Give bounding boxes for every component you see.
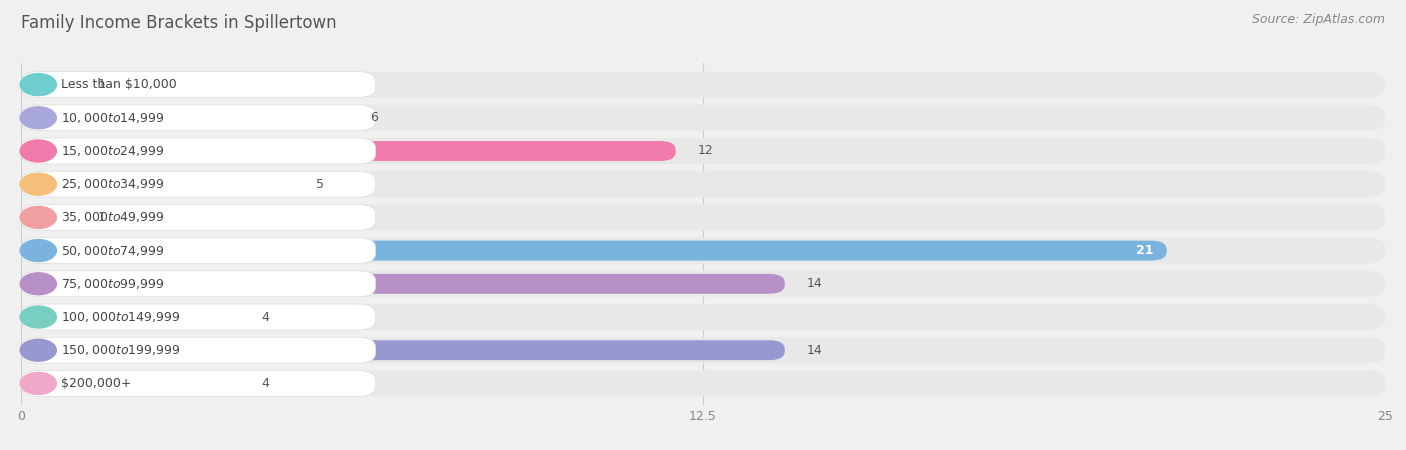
FancyBboxPatch shape <box>21 238 375 264</box>
Text: 4: 4 <box>262 310 269 324</box>
Text: $35,000 to $49,999: $35,000 to $49,999 <box>60 211 165 225</box>
FancyBboxPatch shape <box>21 207 76 227</box>
Text: 6: 6 <box>370 111 378 124</box>
Circle shape <box>20 173 56 195</box>
Text: Source: ZipAtlas.com: Source: ZipAtlas.com <box>1251 14 1385 27</box>
Circle shape <box>20 239 56 261</box>
Text: Less than $10,000: Less than $10,000 <box>60 78 177 91</box>
Circle shape <box>20 306 56 328</box>
FancyBboxPatch shape <box>21 271 1385 297</box>
Text: 4: 4 <box>262 377 269 390</box>
Text: 1: 1 <box>97 78 105 91</box>
Circle shape <box>20 140 56 162</box>
Text: 12: 12 <box>697 144 713 158</box>
Text: 14: 14 <box>807 277 823 290</box>
FancyBboxPatch shape <box>21 171 375 197</box>
Text: $25,000 to $34,999: $25,000 to $34,999 <box>60 177 165 191</box>
Text: 5: 5 <box>316 178 323 191</box>
Text: 14: 14 <box>807 344 823 357</box>
FancyBboxPatch shape <box>21 108 349 128</box>
FancyBboxPatch shape <box>21 337 1385 363</box>
FancyBboxPatch shape <box>21 72 375 98</box>
Text: $150,000 to $199,999: $150,000 to $199,999 <box>60 343 180 357</box>
Circle shape <box>20 273 56 295</box>
FancyBboxPatch shape <box>21 141 676 161</box>
Text: $50,000 to $74,999: $50,000 to $74,999 <box>60 243 165 257</box>
FancyBboxPatch shape <box>21 274 785 294</box>
FancyBboxPatch shape <box>21 138 1385 164</box>
Text: $100,000 to $149,999: $100,000 to $149,999 <box>60 310 180 324</box>
FancyBboxPatch shape <box>21 204 375 230</box>
FancyBboxPatch shape <box>21 105 1385 131</box>
FancyBboxPatch shape <box>21 238 1385 264</box>
Circle shape <box>20 74 56 95</box>
FancyBboxPatch shape <box>21 374 239 393</box>
FancyBboxPatch shape <box>21 241 1167 261</box>
Circle shape <box>20 339 56 361</box>
Circle shape <box>20 373 56 394</box>
FancyBboxPatch shape <box>21 171 1385 197</box>
Text: $200,000+: $200,000+ <box>60 377 131 390</box>
Text: $10,000 to $14,999: $10,000 to $14,999 <box>60 111 165 125</box>
FancyBboxPatch shape <box>21 174 294 194</box>
FancyBboxPatch shape <box>21 138 375 164</box>
FancyBboxPatch shape <box>21 370 1385 396</box>
FancyBboxPatch shape <box>21 204 1385 230</box>
FancyBboxPatch shape <box>21 370 375 396</box>
Text: 1: 1 <box>97 211 105 224</box>
Text: 21: 21 <box>1136 244 1153 257</box>
Text: $15,000 to $24,999: $15,000 to $24,999 <box>60 144 165 158</box>
FancyBboxPatch shape <box>21 307 239 327</box>
Circle shape <box>20 107 56 129</box>
Text: Family Income Brackets in Spillertown: Family Income Brackets in Spillertown <box>21 14 336 32</box>
FancyBboxPatch shape <box>21 304 1385 330</box>
FancyBboxPatch shape <box>21 271 375 297</box>
FancyBboxPatch shape <box>21 72 1385 98</box>
FancyBboxPatch shape <box>21 304 375 330</box>
Text: $75,000 to $99,999: $75,000 to $99,999 <box>60 277 165 291</box>
Circle shape <box>20 207 56 229</box>
FancyBboxPatch shape <box>21 340 785 360</box>
FancyBboxPatch shape <box>21 337 375 363</box>
FancyBboxPatch shape <box>21 105 375 131</box>
FancyBboxPatch shape <box>21 75 76 94</box>
